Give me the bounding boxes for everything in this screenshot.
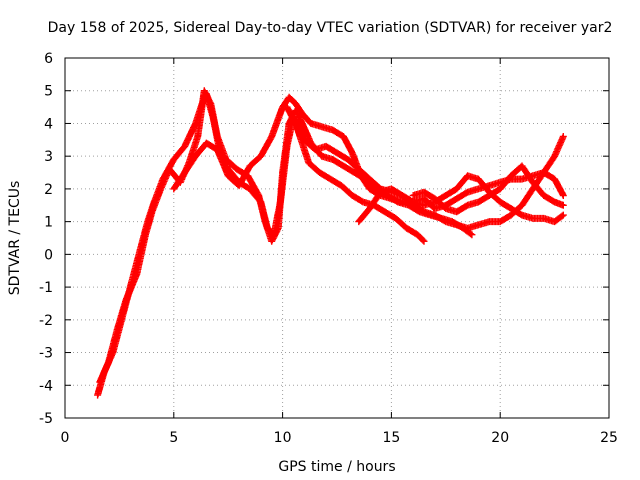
y-axis-label: SDTVAR / TECUs [7,181,23,296]
series-track-f [409,162,567,216]
y-tick-label: -3 [39,346,53,362]
x-tick-label: 25 [600,430,618,446]
y-tick-label: -5 [39,411,53,427]
x-tick-label: 0 [61,430,70,446]
tick-labels: 0 5 10 15 20 25 -5 -4 -3 -2 -1 0 1 2 3 4 5 6 [39,51,618,446]
y-tick-label: -1 [39,280,53,296]
plot-frame [64,57,610,419]
y-tick-label: -2 [39,313,53,329]
series-track-e [355,133,567,232]
chart-title: Day 158 of 2025, Sidereal Day-to-day VTE… [48,20,613,36]
y-tick-label: 5 [44,84,53,100]
x-tick-label: 20 [491,430,509,446]
x-tick-label: 5 [169,430,178,446]
x-tick-label: 15 [382,430,400,446]
y-tick-label: 0 [44,247,53,263]
y-tick-label: -4 [39,378,53,394]
series-track-c [170,93,567,212]
series-track-d [283,103,567,226]
series-markers [409,162,567,216]
y-tick-label: 6 [44,51,53,67]
series-markers [355,133,567,232]
y-tick-label: 3 [44,149,53,165]
series-markers [283,103,567,226]
y-tick-label: 4 [44,116,53,132]
y-tick-label: 1 [44,215,53,231]
series-markers [170,93,567,212]
x-axis-label: GPS time / hours [278,459,395,475]
y-tick-label: 2 [44,182,53,198]
x-tick-label: 10 [274,430,292,446]
axis-ticks [64,57,610,419]
data-markers [94,87,567,399]
